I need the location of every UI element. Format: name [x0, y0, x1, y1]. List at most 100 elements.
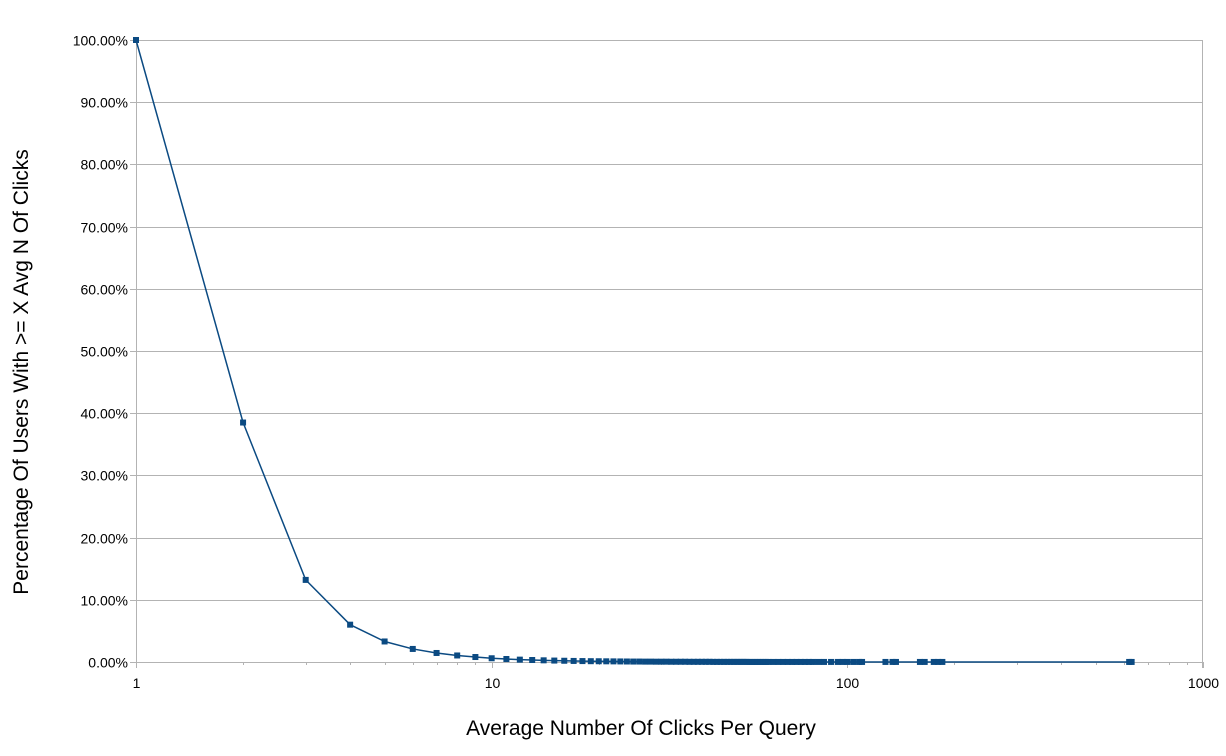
data-point	[603, 658, 610, 665]
data-point	[921, 658, 928, 665]
data-point	[713, 658, 720, 665]
x-tick-label: 1000	[1188, 675, 1219, 691]
series-line	[135, 39, 1132, 663]
data-point	[516, 656, 523, 663]
data-point	[775, 658, 782, 665]
data-point	[587, 658, 594, 665]
data-point	[935, 658, 942, 665]
axes	[130, 40, 1204, 668]
data-point	[503, 656, 510, 663]
data-point	[454, 652, 461, 659]
data-point	[815, 658, 822, 665]
data-point	[529, 657, 536, 664]
data-point	[677, 658, 684, 665]
y-axis-title: Percentage Of Users With >= X Avg N Of C…	[10, 149, 33, 594]
data-point	[730, 658, 737, 665]
data-point	[347, 621, 354, 628]
data-point	[809, 658, 816, 665]
y-tick-label: 10.00%	[81, 593, 128, 609]
data-point	[698, 658, 705, 665]
data-point	[930, 658, 937, 665]
data-point	[561, 657, 568, 664]
data-point	[636, 658, 643, 665]
data-point	[916, 658, 923, 665]
data-point	[663, 658, 670, 665]
data-point	[551, 657, 558, 664]
data-point	[540, 657, 547, 664]
data-point	[673, 658, 680, 665]
data-point	[727, 658, 734, 665]
y-tick-label: 60.00%	[81, 282, 128, 298]
y-tick-label: 80.00%	[81, 157, 128, 173]
x-axis-title: Average Number Of Clicks Per Query	[466, 717, 816, 740]
data-point	[839, 658, 846, 665]
data-point	[892, 658, 899, 665]
data-point	[859, 658, 866, 665]
x-tick-labels: 1 10 100 1000	[133, 675, 1220, 691]
data-point	[686, 658, 693, 665]
data-point	[1128, 658, 1135, 665]
data-point	[630, 658, 637, 665]
y-tick-label: 90.00%	[81, 95, 128, 111]
data-point	[647, 658, 654, 665]
data-point	[433, 649, 440, 656]
data-point	[570, 657, 577, 664]
data-point	[579, 658, 586, 665]
data-point	[381, 638, 388, 645]
data-point	[623, 658, 630, 665]
data-point	[789, 658, 796, 665]
y-tick-label: 30.00%	[81, 468, 128, 484]
data-point	[724, 658, 731, 665]
data-point	[717, 658, 724, 665]
data-point	[801, 658, 808, 665]
y-tick-label: 100.00%	[73, 33, 128, 49]
x-tick-label: 100	[836, 675, 860, 691]
data-point	[302, 576, 309, 583]
data-point	[828, 658, 835, 665]
data-point	[734, 658, 741, 665]
data-point	[882, 658, 889, 665]
data-point	[133, 37, 139, 43]
data-point	[702, 658, 709, 665]
data-point	[765, 658, 772, 665]
data-point	[706, 658, 713, 665]
data-point	[668, 658, 675, 665]
data-point	[472, 654, 479, 661]
y-tick-label: 0.00%	[88, 655, 128, 671]
data-point	[690, 658, 697, 665]
data-point	[805, 658, 812, 665]
y-tick-label: 40.00%	[81, 406, 128, 422]
data-point	[889, 658, 896, 665]
data-point	[797, 658, 804, 665]
data-point	[240, 419, 247, 426]
gridlines	[136, 40, 1203, 663]
data-point	[595, 658, 602, 665]
data-point	[850, 658, 857, 665]
data-point	[939, 658, 946, 665]
data-point	[617, 658, 624, 665]
data-point	[488, 655, 495, 662]
y-tick-label: 20.00%	[81, 531, 128, 547]
data-point	[784, 658, 791, 665]
data-point	[610, 658, 617, 665]
data-point	[658, 658, 665, 665]
y-tick-labels: 0.00% 10.00% 20.00% 30.00% 40.00% 50.00% 60.00…	[73, 33, 128, 671]
y-tick-label: 70.00%	[81, 220, 128, 236]
data-point	[844, 658, 851, 665]
data-point	[770, 658, 777, 665]
data-point	[694, 658, 701, 665]
y-tick-label: 50.00%	[81, 344, 128, 360]
data-point	[409, 645, 416, 652]
data-point	[642, 658, 649, 665]
data-point	[793, 658, 800, 665]
data-point	[737, 658, 744, 665]
data-point	[780, 658, 787, 665]
x-tick-label: 1	[133, 675, 141, 691]
data-point	[834, 658, 841, 665]
data-point	[720, 658, 727, 665]
series-layer	[133, 37, 1135, 665]
data-point	[653, 658, 660, 665]
x-tick-label: 10	[485, 675, 501, 691]
